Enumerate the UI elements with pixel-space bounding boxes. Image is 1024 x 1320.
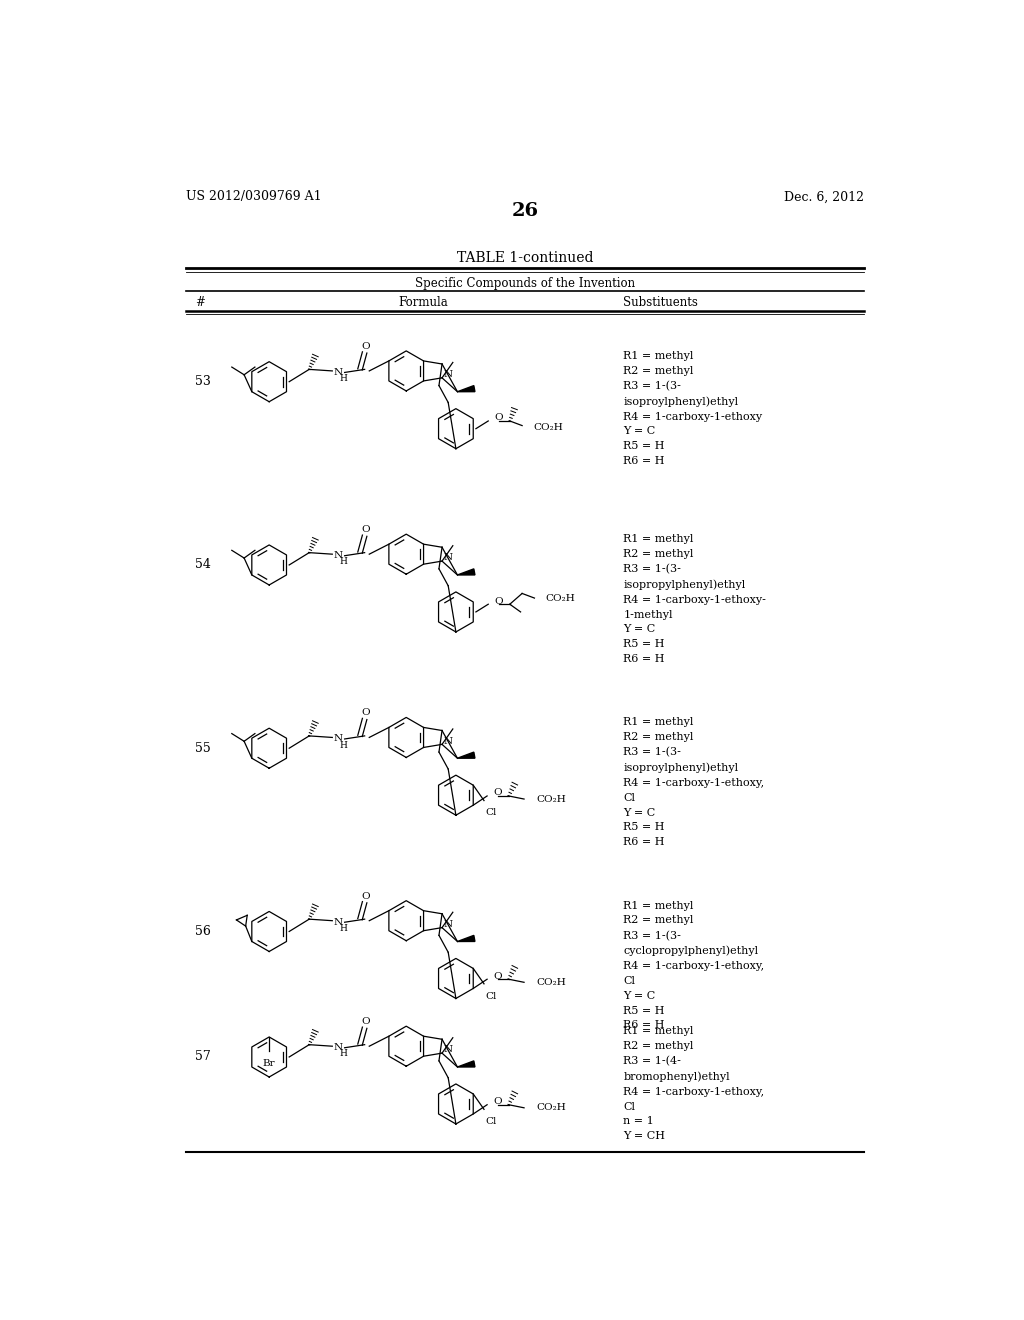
Text: R1 = methyl
R2 = methyl
R3 = 1-(3-
isoproylphenyl)ethyl
R4 = 1-carboxy-1-ethoxy,: R1 = methyl R2 = methyl R3 = 1-(3- isopr… [624, 718, 765, 847]
Text: H: H [340, 374, 348, 383]
Text: CO₂H: CO₂H [545, 594, 574, 602]
Text: Formula: Formula [398, 296, 449, 309]
Polygon shape [458, 569, 475, 576]
Text: #: # [196, 296, 205, 309]
Text: O: O [494, 972, 502, 981]
Text: O: O [361, 1018, 371, 1026]
Polygon shape [458, 752, 475, 758]
Text: O: O [495, 597, 503, 606]
Text: 56: 56 [196, 925, 211, 939]
Text: CO₂H: CO₂H [537, 978, 566, 987]
Text: CO₂H: CO₂H [532, 422, 562, 432]
Text: 55: 55 [196, 742, 211, 755]
Text: N: N [334, 368, 343, 378]
Text: O: O [495, 413, 503, 422]
Text: O: O [494, 1097, 502, 1106]
Text: H: H [340, 557, 348, 566]
Text: 57: 57 [196, 1051, 211, 1064]
Text: N: N [334, 552, 343, 560]
Text: 26: 26 [511, 202, 539, 219]
Text: R1 = methyl
R2 = methyl
R3 = 1-(3-
cyclopropylphenyl)ethyl
R4 = 1-carboxy-1-etho: R1 = methyl R2 = methyl R3 = 1-(3- cyclo… [624, 900, 765, 1031]
Text: N: N [443, 553, 453, 562]
Text: N: N [334, 1043, 343, 1052]
Text: O: O [494, 788, 502, 797]
Text: Dec. 6, 2012: Dec. 6, 2012 [783, 190, 863, 203]
Text: N: N [443, 920, 453, 929]
Text: O: O [361, 891, 371, 900]
Text: Specific Compounds of the Invention: Specific Compounds of the Invention [415, 277, 635, 289]
Text: CO₂H: CO₂H [537, 795, 566, 804]
Text: N: N [334, 917, 343, 927]
Text: H: H [340, 741, 348, 750]
Text: 54: 54 [196, 558, 211, 572]
Text: Cl: Cl [485, 991, 497, 1001]
Polygon shape [458, 385, 475, 392]
Text: H: H [340, 1049, 348, 1059]
Text: CO₂H: CO₂H [537, 1104, 566, 1113]
Text: N: N [443, 1045, 453, 1055]
Text: R1 = methyl
R2 = methyl
R3 = 1-(3-
isoproylphenyl)ethyl
R4 = 1-carboxy-1-ethoxy
: R1 = methyl R2 = methyl R3 = 1-(3- isopr… [624, 351, 763, 466]
Text: N: N [334, 734, 343, 743]
Text: Cl: Cl [485, 1117, 497, 1126]
Text: N: N [443, 370, 453, 379]
Text: O: O [361, 342, 371, 351]
Text: R1 = methyl
R2 = methyl
R3 = 1-(3-
isopropylphenyl)ethyl
R4 = 1-carboxy-1-ethoxy: R1 = methyl R2 = methyl R3 = 1-(3- isopr… [624, 535, 766, 664]
Text: TABLE 1-continued: TABLE 1-continued [457, 252, 593, 265]
Text: H: H [340, 924, 348, 933]
Text: Cl: Cl [485, 808, 497, 817]
Text: R1 = methyl
R2 = methyl
R3 = 1-(4-
bromophenyl)ethyl
R4 = 1-carboxy-1-ethoxy,
Cl: R1 = methyl R2 = methyl R3 = 1-(4- bromo… [624, 1026, 765, 1142]
Text: O: O [361, 525, 371, 535]
Text: O: O [361, 709, 371, 717]
Text: N: N [443, 737, 453, 746]
Polygon shape [458, 936, 475, 941]
Text: Substituents: Substituents [624, 296, 698, 309]
Text: 53: 53 [196, 375, 211, 388]
Text: US 2012/0309769 A1: US 2012/0309769 A1 [186, 190, 322, 203]
Polygon shape [458, 1061, 475, 1067]
Text: Br: Br [263, 1059, 275, 1068]
